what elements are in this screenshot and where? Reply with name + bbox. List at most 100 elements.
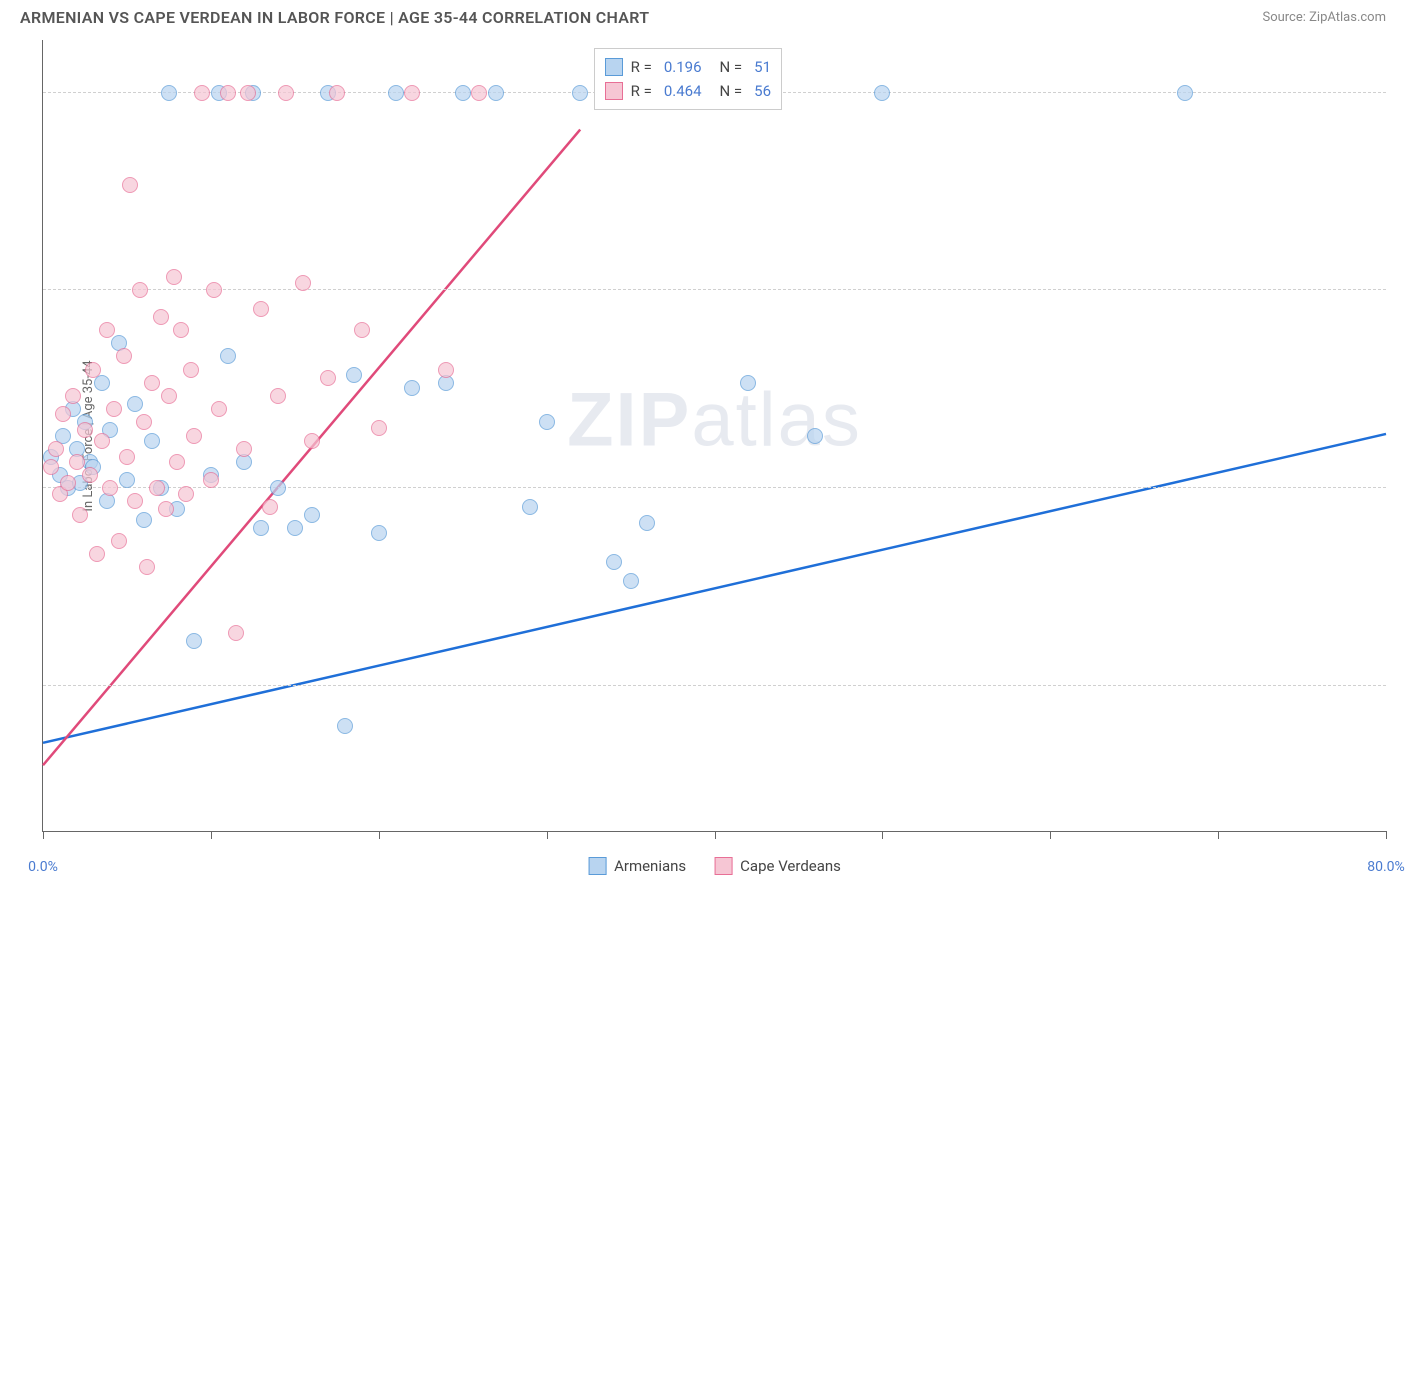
stats-legend-row: R =0.196N =51	[605, 55, 771, 79]
x-tick	[715, 831, 716, 839]
data-point	[1177, 85, 1193, 101]
data-point	[127, 493, 143, 509]
legend-swatch	[714, 857, 732, 875]
gridline: 77.5%	[43, 685, 1386, 686]
data-point	[874, 85, 890, 101]
source-attribution: Source: ZipAtlas.com	[1262, 10, 1386, 25]
stat-r-label: R =	[631, 55, 652, 79]
legend-swatch	[588, 857, 606, 875]
data-point	[106, 401, 122, 417]
data-point	[346, 367, 362, 383]
data-point	[211, 401, 227, 417]
data-point	[132, 282, 148, 298]
data-point	[169, 454, 185, 470]
x-tick	[1218, 831, 1219, 839]
data-point	[158, 501, 174, 517]
data-point	[220, 85, 236, 101]
x-tick	[1050, 831, 1051, 839]
data-point	[262, 499, 278, 515]
data-point	[99, 322, 115, 338]
chart-title: ARMENIAN VS CAPE VERDEAN IN LABOR FORCE …	[20, 8, 649, 27]
data-point	[178, 486, 194, 502]
data-point	[488, 85, 504, 101]
stat-n-label: N =	[720, 79, 743, 103]
data-point	[77, 422, 93, 438]
y-tick-label: 85.0%	[1398, 496, 1406, 512]
stat-r-value: 0.196	[664, 55, 702, 79]
data-point	[186, 633, 202, 649]
data-point	[240, 85, 256, 101]
data-point	[606, 554, 622, 570]
x-tick	[43, 831, 44, 839]
data-point	[623, 573, 639, 589]
data-point	[388, 85, 404, 101]
data-point	[220, 348, 236, 364]
data-point	[270, 480, 286, 496]
data-point	[455, 85, 471, 101]
data-point	[287, 520, 303, 536]
watermark-zip: ZIP	[567, 377, 691, 462]
data-point	[337, 718, 353, 734]
data-point	[161, 388, 177, 404]
x-tick	[547, 831, 548, 839]
data-point	[102, 480, 118, 496]
data-point	[94, 433, 110, 449]
series-legend: Armenians Cape Verdeans	[588, 857, 841, 875]
stat-n-value: 56	[754, 79, 771, 103]
data-point	[740, 375, 756, 391]
data-point	[278, 85, 294, 101]
data-point	[228, 625, 244, 641]
data-point	[139, 559, 155, 575]
data-point	[69, 454, 85, 470]
data-point	[522, 499, 538, 515]
chart-area: In Labor Force | Age 35-44 ZIPatlas 77.5…	[42, 40, 1386, 832]
data-point	[43, 459, 59, 475]
data-point	[48, 441, 64, 457]
gridline: 92.5%	[43, 289, 1386, 290]
data-point	[404, 85, 420, 101]
x-tick	[882, 831, 883, 839]
data-point	[144, 433, 160, 449]
data-point	[119, 449, 135, 465]
data-point	[203, 472, 219, 488]
trend-line	[43, 434, 1386, 743]
data-point	[153, 309, 169, 325]
stats-legend: R =0.196N =51R =0.464N =56	[594, 48, 782, 110]
data-point	[236, 441, 252, 457]
data-point	[89, 546, 105, 562]
data-point	[127, 396, 143, 412]
x-tick	[1386, 831, 1387, 839]
data-point	[183, 362, 199, 378]
data-point	[186, 428, 202, 444]
data-point	[206, 282, 222, 298]
data-point	[304, 507, 320, 523]
x-tick	[211, 831, 212, 839]
x-tick-label: 0.0%	[28, 859, 58, 875]
legend-label: Armenians	[614, 857, 686, 875]
x-tick	[379, 831, 380, 839]
y-tick-label: 92.5%	[1398, 298, 1406, 314]
x-tick-label: 80.0%	[1367, 859, 1405, 875]
stat-r-label: R =	[631, 79, 652, 103]
data-point	[144, 375, 160, 391]
data-point	[471, 85, 487, 101]
data-point	[161, 85, 177, 101]
data-point	[539, 414, 555, 430]
data-point	[253, 520, 269, 536]
data-point	[639, 515, 655, 531]
data-point	[253, 301, 269, 317]
y-tick-label: 100.0%	[1398, 101, 1406, 117]
data-point	[149, 480, 165, 496]
watermark-atlas: atlas	[691, 377, 862, 462]
data-point	[82, 467, 98, 483]
data-point	[116, 348, 132, 364]
legend-swatch	[605, 58, 623, 76]
data-point	[173, 322, 189, 338]
legend-item: Cape Verdeans	[714, 857, 841, 875]
data-point	[122, 177, 138, 193]
data-point	[320, 370, 336, 386]
data-point	[194, 85, 210, 101]
data-point	[438, 362, 454, 378]
data-point	[329, 85, 345, 101]
data-point	[136, 512, 152, 528]
